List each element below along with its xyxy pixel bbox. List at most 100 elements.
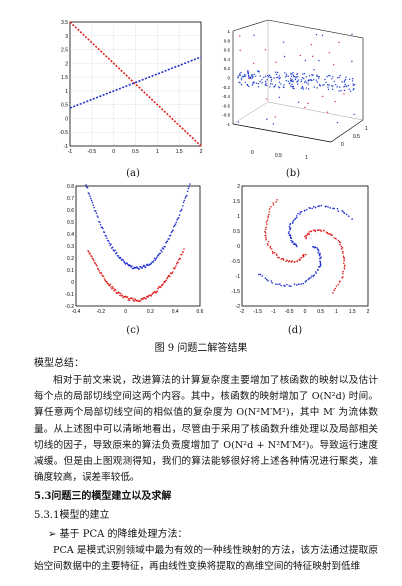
data-point xyxy=(337,210,340,212)
data-point xyxy=(312,79,315,81)
data-point xyxy=(339,86,341,88)
data-point xyxy=(127,299,129,301)
data-point xyxy=(114,249,116,252)
data-point xyxy=(128,297,130,300)
data-point xyxy=(352,89,354,91)
data-point xyxy=(288,285,291,287)
data-point xyxy=(302,88,305,90)
data-point xyxy=(343,259,345,262)
data-point xyxy=(351,218,353,220)
data-point xyxy=(155,257,157,260)
x-tick-label: -0.5 xyxy=(88,149,97,155)
data-point xyxy=(295,215,298,217)
data-point xyxy=(341,276,343,279)
data-point xyxy=(261,275,264,277)
data-point xyxy=(271,83,273,85)
data-point xyxy=(343,81,346,83)
data-point xyxy=(162,283,164,285)
data-point xyxy=(141,267,144,269)
data-point xyxy=(164,245,166,248)
data-point xyxy=(252,76,254,78)
data-point xyxy=(332,64,335,66)
data-point xyxy=(97,268,100,271)
data-point xyxy=(169,234,172,237)
data-point xyxy=(153,257,156,260)
data-point xyxy=(340,89,342,92)
data-point xyxy=(312,55,314,58)
data-point xyxy=(275,283,277,285)
data-point xyxy=(131,297,134,300)
data-point xyxy=(311,275,313,277)
data-point xyxy=(126,262,128,264)
subfigure-a-label: (a) xyxy=(126,168,140,179)
data-point xyxy=(348,88,350,91)
data-point xyxy=(172,229,174,231)
data-point xyxy=(287,80,290,83)
data-point xyxy=(264,80,267,83)
data-point xyxy=(315,33,318,36)
data-point xyxy=(318,76,320,78)
data-point xyxy=(285,76,287,78)
y-tick-label: 3 xyxy=(65,34,68,40)
x-tick-label: 1.5 xyxy=(349,309,356,315)
data-point xyxy=(292,80,294,82)
data-point xyxy=(280,83,282,85)
data-point xyxy=(267,215,269,218)
data-point xyxy=(282,41,285,43)
data-point xyxy=(327,206,329,208)
data-point xyxy=(175,265,177,268)
data-point xyxy=(334,287,336,290)
b-ytick-0: 0 xyxy=(341,142,344,148)
data-point xyxy=(291,240,294,243)
data-point xyxy=(307,278,310,281)
z-tick-label: 0.2 xyxy=(224,66,231,71)
data-point xyxy=(112,287,115,289)
data-point xyxy=(268,208,271,210)
data-point xyxy=(264,84,266,86)
data-point xyxy=(272,202,275,204)
data-point xyxy=(150,262,153,265)
data-point xyxy=(334,100,336,103)
data-point xyxy=(343,93,345,95)
data-point xyxy=(343,267,346,270)
data-point xyxy=(114,289,117,291)
data-point xyxy=(105,235,107,237)
data-point xyxy=(105,280,108,283)
data-point xyxy=(351,80,354,82)
data-point xyxy=(310,44,313,46)
data-point xyxy=(283,284,285,287)
bullet-pca: ➢ 基于 PCA 的降维处理方法： xyxy=(48,529,188,540)
data-point xyxy=(270,205,272,208)
data-point xyxy=(265,82,267,84)
data-point xyxy=(248,85,250,88)
data-point xyxy=(305,253,307,256)
data-point xyxy=(267,240,270,243)
data-point xyxy=(91,201,94,204)
y-tick-label: 1.5 xyxy=(233,199,240,205)
data-point xyxy=(333,207,335,210)
data-point xyxy=(157,254,160,256)
data-point xyxy=(276,256,279,259)
data-point xyxy=(160,249,162,252)
data-point xyxy=(274,84,277,86)
data-point xyxy=(297,212,299,215)
data-point xyxy=(286,259,289,262)
data-point xyxy=(271,250,274,253)
y-tick-label: -1 xyxy=(236,274,241,280)
data-point xyxy=(264,49,267,51)
data-point xyxy=(304,80,306,82)
data-point xyxy=(265,278,268,281)
data-point xyxy=(339,241,342,244)
data-point xyxy=(289,85,292,87)
data-point xyxy=(287,75,290,77)
data-point xyxy=(278,87,281,89)
data-point xyxy=(304,280,307,283)
data-point xyxy=(341,81,343,83)
data-point xyxy=(186,190,189,193)
data-point xyxy=(322,95,324,98)
data-point xyxy=(93,206,95,209)
data-point xyxy=(145,297,147,300)
data-point xyxy=(331,78,333,80)
data-point xyxy=(303,209,306,212)
data-point xyxy=(178,214,181,216)
